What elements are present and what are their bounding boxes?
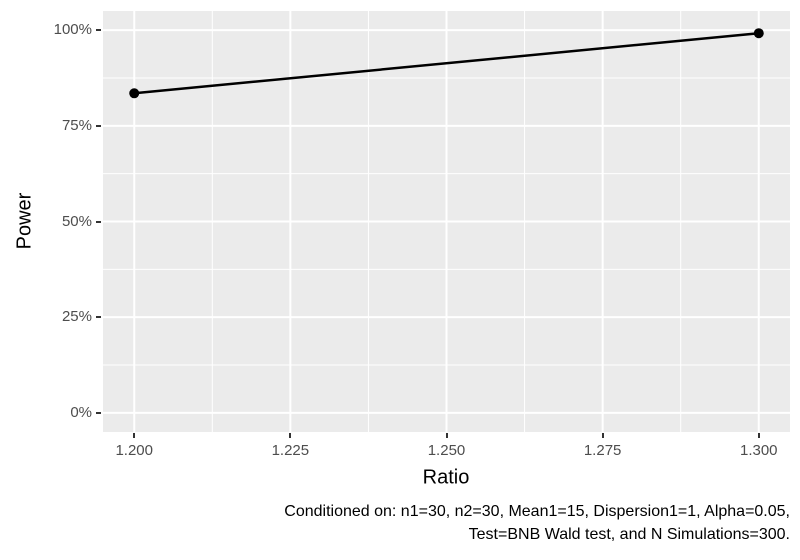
chart-canvas [103,11,790,432]
caption-line-1: Conditioned on: n1=30, n2=30, Mean1=15, … [284,503,790,520]
y-axis-title: Power [13,192,36,250]
y-tick-mark [96,124,101,127]
x-tick-mark [133,433,136,438]
x-tick-mark [445,433,448,438]
x-tick-mark [601,433,604,438]
caption-line-2: Test=BNB Wald test, and N Simulations=30… [468,526,790,543]
x-tick-mark [757,433,760,438]
y-tick-mark [96,316,101,319]
y-axis-tick-label: 50% [61,212,92,230]
x-axis-tick-label: 1.200 [115,442,153,459]
y-axis-tick-label: 75% [61,116,92,134]
y-axis-tick-label: 25% [61,308,92,326]
x-axis-title: Ratio [422,466,470,489]
y-axis-tick-label: 0% [70,403,92,421]
y-axis-tick-label: 100% [53,21,92,39]
x-axis-tick-label: 1.250 [427,442,466,459]
caption: Conditioned on: n1=30, n2=30, Mean1=15, … [90,500,790,546]
x-axis-tick-label: 1.275 [583,442,622,459]
x-axis-tick-label: 1.300 [739,442,778,459]
data-point [129,88,140,99]
plot-panel [103,11,790,432]
power-line [134,31,759,95]
y-tick-mark [96,411,101,414]
x-axis-tick-label: 1.225 [271,442,310,459]
data-point [753,28,764,39]
y-tick-mark [96,29,101,32]
y-tick-mark [96,220,101,223]
x-tick-mark [289,433,292,438]
